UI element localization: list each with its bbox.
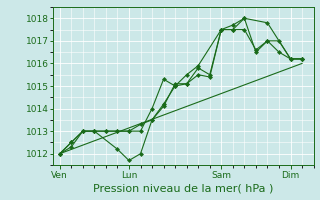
X-axis label: Pression niveau de la mer( hPa ): Pression niveau de la mer( hPa ) (93, 184, 273, 194)
